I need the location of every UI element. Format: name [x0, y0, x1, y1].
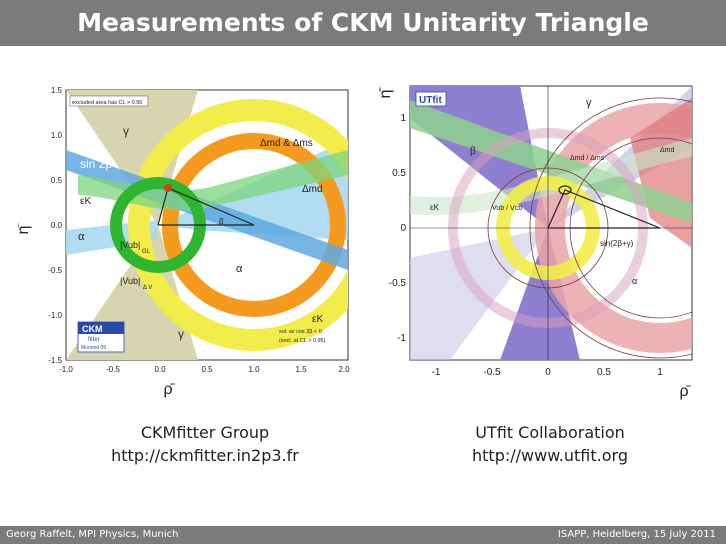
utfit-plot: UTfit γ β Δmd / Δms Δmd εK Vub / Vcb sin… [377, 85, 693, 400]
y-tick-label: -1.5 [48, 356, 62, 365]
y-tick-label: -1.0 [48, 311, 62, 320]
label-gamma: γ [586, 97, 592, 109]
label-beta: β [219, 217, 224, 226]
sin2b-band [66, 150, 348, 270]
logo-fitter: fitter [88, 337, 100, 343]
right-y-axis-label: η̄ [377, 87, 394, 99]
left-x-ticks: -1.0 -0.5 0.0 0.5 1.0 1.5 2.0 [59, 365, 350, 374]
label-dmd: Δmd [302, 184, 323, 195]
note-solution: sol. w/ cos 2β < 0 [279, 329, 322, 335]
left-caption: CKMfitter Group http://ckmfitter.in2p3.f… [80, 421, 330, 467]
y-tick-label: 0.5 [392, 168, 406, 179]
footer-event: ISAPP, Heidelberg, 15 July 2011 [557, 529, 716, 540]
label-alpha: α [632, 276, 637, 286]
logo-date: Moriond 09 [81, 345, 106, 351]
x-tick-label: 1 [657, 367, 663, 378]
logo-ckm: CKM [82, 324, 103, 334]
label-dmd: Δmd [660, 147, 675, 154]
y-tick-label: -1 [397, 333, 406, 344]
ckmfitter-plot: excluded area has CL > 0.95 γ γ sin 2β ε… [18, 86, 350, 398]
label-gamma-top: γ [123, 124, 129, 138]
right-caption-url[interactable]: http://www.utfit.org [472, 446, 628, 465]
label-dmd-dms: Δmd & Δms [260, 138, 313, 149]
title-bar [0, 0, 726, 46]
beta-band [410, 100, 692, 223]
slide-title: Measurements of CKM Unitarity Triangle [77, 8, 649, 37]
label-gamma-bottom: γ [178, 327, 184, 341]
label-epsk: εK [430, 203, 440, 212]
x-tick-label: 0.5 [201, 365, 213, 374]
label-dmd-ratio: Δmd / Δms [570, 155, 605, 162]
x-tick-label: 0.5 [597, 367, 611, 378]
footer-author: Georg Raffelt, MPI Physics, Munich [6, 529, 179, 540]
y-tick-label: 1 [400, 113, 406, 124]
y-tick-label: 1.5 [51, 86, 63, 95]
right-y-ticks: 1 0.5 0 -0.5 -1 [389, 113, 407, 344]
y-tick-label: -0.5 [48, 266, 62, 275]
x-tick-label: 0.0 [154, 365, 166, 374]
x-tick-label: 2.0 [338, 365, 350, 374]
label-epsk-right: εK [312, 314, 323, 325]
label-vub2-sub: Δ V [143, 285, 152, 291]
note-excluded: (excl. at CL > 0.95) [279, 338, 326, 344]
left-y-axis-label: η̄ [18, 223, 32, 235]
left-y-ticks: 1.5 1.0 0.5 0.0 -0.5 -1.0 -1.5 [48, 86, 62, 365]
label-epsk: εK [80, 196, 91, 207]
x-tick-label: 0 [545, 367, 551, 378]
label-sin2b: sin 2β [80, 157, 112, 171]
right-x-axis-label: ρ̄ [679, 383, 691, 400]
x-tick-label: -1 [432, 367, 441, 378]
utfit-logo-text: UTfit [419, 95, 442, 106]
right-caption: UTfit Collaboration http://www.utfit.org [425, 421, 675, 467]
y-tick-label: 0.0 [51, 221, 63, 230]
epsk-band [78, 150, 348, 211]
unitarity-triangle [157, 187, 255, 226]
y-tick-label: 1.0 [51, 131, 63, 140]
y-tick-label: 0 [400, 223, 406, 234]
excluded-area-note: excluded area has CL > 0.95 [72, 100, 142, 106]
label-vub-vcb: Vub / Vcb [492, 205, 522, 212]
right-caption-title: UTfit Collaboration [475, 423, 625, 442]
right-x-ticks: -1 -0.5 0 0.5 1 [432, 367, 664, 378]
label-beta: β [470, 146, 476, 157]
label-vub: |Vub| [120, 240, 140, 250]
apex-marker [164, 184, 172, 192]
x-tick-label: -0.5 [483, 367, 501, 378]
y-tick-label: -0.5 [389, 278, 407, 289]
left-x-axis-label: ρ̄ [163, 381, 175, 398]
label-sin2bg: sin(2β+γ) [600, 239, 634, 248]
left-caption-title: CKMfitter Group [140, 423, 270, 442]
x-tick-label: 1.5 [295, 365, 307, 374]
x-tick-label: 1.0 [248, 365, 260, 374]
epsk-band [410, 138, 692, 215]
y-tick-label: 0.5 [51, 176, 63, 185]
label-vub-sub: GL [142, 249, 151, 255]
label-alpha-right: α [236, 263, 243, 275]
footer-bar [0, 526, 726, 544]
utfit-logo [415, 91, 447, 107]
label-vub2: |Vub| [120, 276, 140, 286]
x-tick-label: -0.5 [106, 365, 120, 374]
label-alpha-left: α [78, 231, 85, 243]
apex-marker [558, 185, 572, 195]
left-caption-url[interactable]: http://ckmfitter.in2p3.fr [111, 446, 299, 465]
x-tick-label: -1.0 [59, 365, 73, 374]
dmd-dms-ring-yellow [128, 99, 348, 351]
